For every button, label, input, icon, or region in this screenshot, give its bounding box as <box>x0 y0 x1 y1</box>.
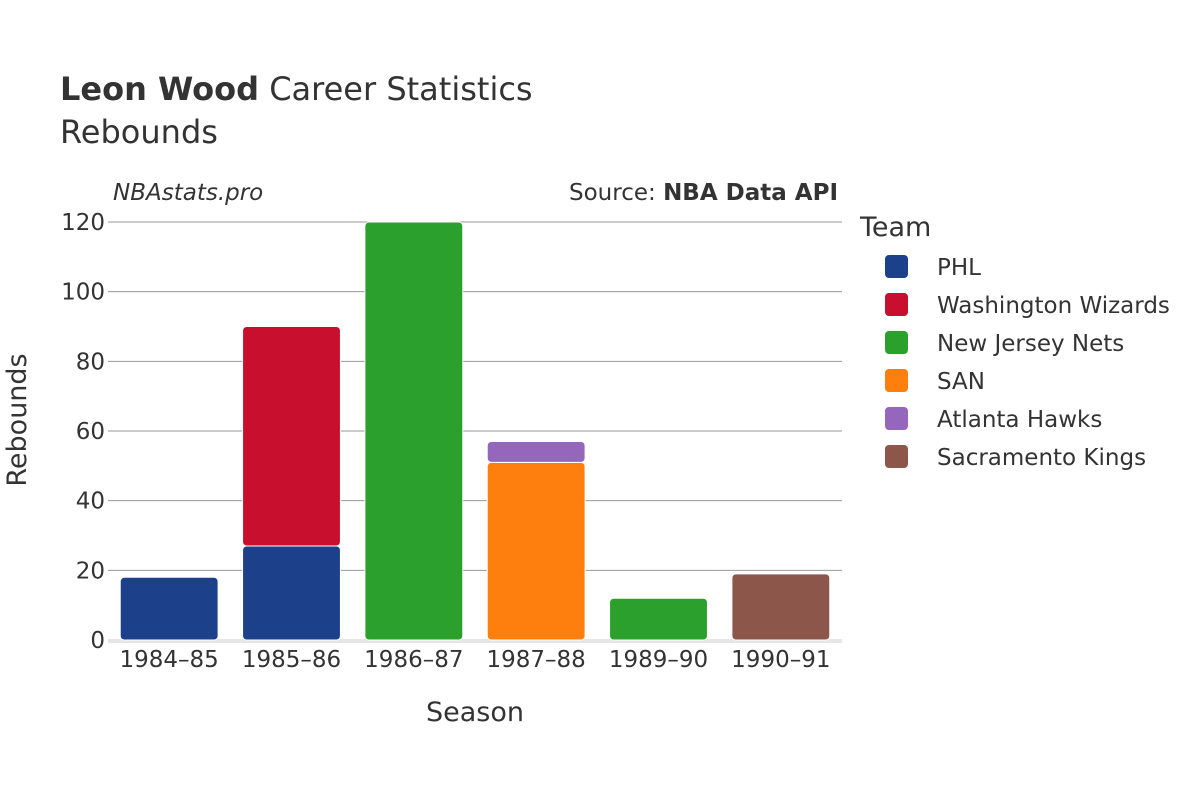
bar-segment <box>119 576 219 641</box>
legend-item: Sacramento Kings <box>885 445 1146 471</box>
legend-swatch <box>885 369 908 392</box>
x-axis-ticks: 1984–85 1985–86 1986–87 1987–88 1989–90 1990–… <box>120 647 831 673</box>
legend-title: Team <box>859 212 931 243</box>
source-name: NBA Data API <box>663 180 838 206</box>
chart-title-player: Leon Wood <box>60 70 259 108</box>
chart-title-rest: Career Statistics <box>259 70 533 108</box>
legend-item: PHL <box>885 255 981 281</box>
bar-segment <box>731 573 831 641</box>
y-tick-label: 0 <box>90 628 105 654</box>
legend-swatch <box>885 407 908 430</box>
legend-swatch <box>885 331 908 354</box>
source-prefix: Source: <box>569 180 663 206</box>
legend-swatch <box>885 255 908 278</box>
bars <box>119 221 831 641</box>
bar-segment <box>486 440 586 463</box>
x-axis-title: Season <box>426 697 524 728</box>
bar-segment <box>242 326 341 547</box>
legend-item: Atlanta Hawks <box>885 407 1102 433</box>
bar-segment <box>364 221 464 641</box>
y-tick-label: 120 <box>61 210 105 236</box>
y-tick-label: 100 <box>61 280 105 306</box>
legend-item: SAN <box>885 369 985 395</box>
bar-segment <box>609 597 708 641</box>
source-label: Source: NBA Data API <box>569 180 838 206</box>
legend-label: PHL <box>937 255 981 281</box>
legend: Team PHL Washington Wizards New Jersey Net… <box>859 212 1170 471</box>
bar-segment <box>242 545 341 641</box>
chart-subtitle: Rebounds <box>60 113 218 151</box>
legend-label: Washington Wizards <box>937 293 1170 319</box>
legend-swatch <box>885 445 908 468</box>
legend-swatch <box>885 293 908 316</box>
chart-title: Leon Wood Career Statistics <box>60 70 533 108</box>
y-tick-label: 60 <box>76 419 105 445</box>
legend-item: Washington Wizards <box>885 293 1170 319</box>
bar-segment <box>486 461 586 641</box>
brand-label: NBAstats.pro <box>113 180 263 206</box>
y-tick-label: 80 <box>76 349 105 375</box>
x-tick-label: 1985–86 <box>242 647 341 673</box>
legend-label: Sacramento Kings <box>937 445 1146 471</box>
x-tick-label: 1990–91 <box>731 647 830 673</box>
x-tick-label: 1987–88 <box>487 647 586 673</box>
legend-label: SAN <box>937 369 985 395</box>
legend-items: PHL Washington Wizards New Jersey Nets SAN A… <box>885 255 1170 471</box>
y-axis-ticks: 0 20 40 60 80 100 120 <box>61 210 105 654</box>
y-axis-title: Rebounds <box>2 353 33 486</box>
legend-label: Atlanta Hawks <box>937 407 1102 433</box>
y-tick-label: 40 <box>76 489 105 515</box>
gridlines <box>108 221 842 643</box>
x-tick-label: 1989–90 <box>609 647 708 673</box>
x-tick-label: 1986–87 <box>364 647 463 673</box>
x-tick-label: 1984–85 <box>120 647 219 673</box>
legend-label: New Jersey Nets <box>937 331 1124 357</box>
legend-item: New Jersey Nets <box>885 331 1124 357</box>
y-tick-label: 20 <box>76 558 105 584</box>
